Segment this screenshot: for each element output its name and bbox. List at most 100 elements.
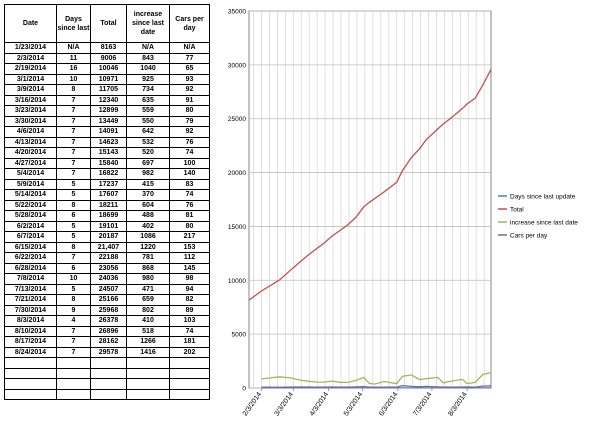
- table-cell: 14091: [91, 127, 127, 138]
- table-cell: 12340: [91, 95, 127, 106]
- table-cell: 4/13/2014: [5, 137, 57, 148]
- table-cell: 9: [57, 305, 91, 316]
- table-cell: [5, 358, 57, 369]
- table-cell: [127, 389, 170, 400]
- table-cell: 98: [170, 274, 210, 285]
- table-cell: 92: [170, 85, 210, 96]
- table-cell: 7: [57, 148, 91, 159]
- table-cell: 7/8/2014: [5, 274, 57, 285]
- header-increase: increase since last date: [127, 5, 170, 43]
- table-cell: 94: [170, 284, 210, 295]
- table-cell: 15840: [91, 158, 127, 169]
- table-cell: 6/28/2014: [5, 263, 57, 274]
- table-cell: 93: [170, 74, 210, 85]
- table-cell: 7: [57, 106, 91, 117]
- table-cell: 145: [170, 263, 210, 274]
- table-cell: 6/7/2014: [5, 232, 57, 243]
- table-cell: 80: [170, 221, 210, 232]
- table-cell: 415: [127, 179, 170, 190]
- table-cell: [170, 368, 210, 379]
- table-cell: 6/2/2014: [5, 221, 57, 232]
- table-cell: 65: [170, 64, 210, 75]
- table-cell: 80: [170, 106, 210, 117]
- table-cell: 24036: [91, 274, 127, 285]
- table-row: [5, 389, 210, 400]
- table-cell: 7: [57, 137, 91, 148]
- table-cell: 10046: [91, 64, 127, 75]
- table-cell: 112: [170, 253, 210, 264]
- table-cell: 734: [127, 85, 170, 96]
- table-cell: 802: [127, 305, 170, 316]
- table-cell: 28162: [91, 337, 127, 348]
- table-cell: 7: [57, 116, 91, 127]
- table-cell: 89: [170, 305, 210, 316]
- data-table-panel: Date Days since last Total increase sinc…: [4, 4, 209, 425]
- table-cell: 140: [170, 169, 210, 180]
- table-cell: 6: [57, 263, 91, 274]
- table-cell: 1086: [127, 232, 170, 243]
- table-row: [5, 379, 210, 390]
- table-cell: 7: [57, 95, 91, 106]
- table-cell: 6: [57, 211, 91, 222]
- table-cell: 10971: [91, 74, 127, 85]
- table-cell: 5/14/2014: [5, 190, 57, 201]
- y-tick-label: 10000: [228, 278, 246, 285]
- table-cell: 19101: [91, 221, 127, 232]
- table-cell: 8/10/2014: [5, 326, 57, 337]
- header-date: Date: [5, 5, 57, 43]
- table-cell: 20187: [91, 232, 127, 243]
- table-cell: 5/4/2014: [5, 169, 57, 180]
- table-cell: 17607: [91, 190, 127, 201]
- table-cell: 7: [57, 253, 91, 264]
- table-cell: 3/30/2014: [5, 116, 57, 127]
- table-cell: 635: [127, 95, 170, 106]
- table-cell: 8/17/2014: [5, 337, 57, 348]
- table-row: [5, 358, 210, 369]
- table-cell: 22188: [91, 253, 127, 264]
- table-cell: 7/30/2014: [5, 305, 57, 316]
- table-cell: 12899: [91, 106, 127, 117]
- table-cell: [57, 379, 91, 390]
- table-cell: 925: [127, 74, 170, 85]
- table-cell: [91, 368, 127, 379]
- header-cars-per-day: Cars per day: [170, 5, 210, 43]
- table-cell: [5, 368, 57, 379]
- table-cell: 91: [170, 95, 210, 106]
- legend-label: increase since last date: [510, 220, 578, 227]
- table-cell: 518: [127, 326, 170, 337]
- table-cell: 81: [170, 211, 210, 222]
- table-cell: 8/24/2014: [5, 347, 57, 358]
- table-cell: 153: [170, 242, 210, 253]
- table-cell: 29578: [91, 347, 127, 358]
- table-cell: 4/20/2014: [5, 148, 57, 159]
- table-cell: 982: [127, 169, 170, 180]
- table-cell: [91, 379, 127, 390]
- y-tick-label: 5000: [232, 332, 247, 339]
- y-tick-label: 20000: [228, 170, 246, 177]
- table-cell: 17237: [91, 179, 127, 190]
- table-cell: 5/28/2014: [5, 211, 57, 222]
- table-cell: 5: [57, 232, 91, 243]
- table-cell: 1266: [127, 337, 170, 348]
- table-cell: 18699: [91, 211, 127, 222]
- y-tick-label: 30000: [228, 62, 246, 69]
- table-cell: 15143: [91, 148, 127, 159]
- table-cell: [5, 379, 57, 390]
- table-cell: 7: [57, 169, 91, 180]
- table-cell: 77: [170, 53, 210, 64]
- table-row: [5, 368, 210, 379]
